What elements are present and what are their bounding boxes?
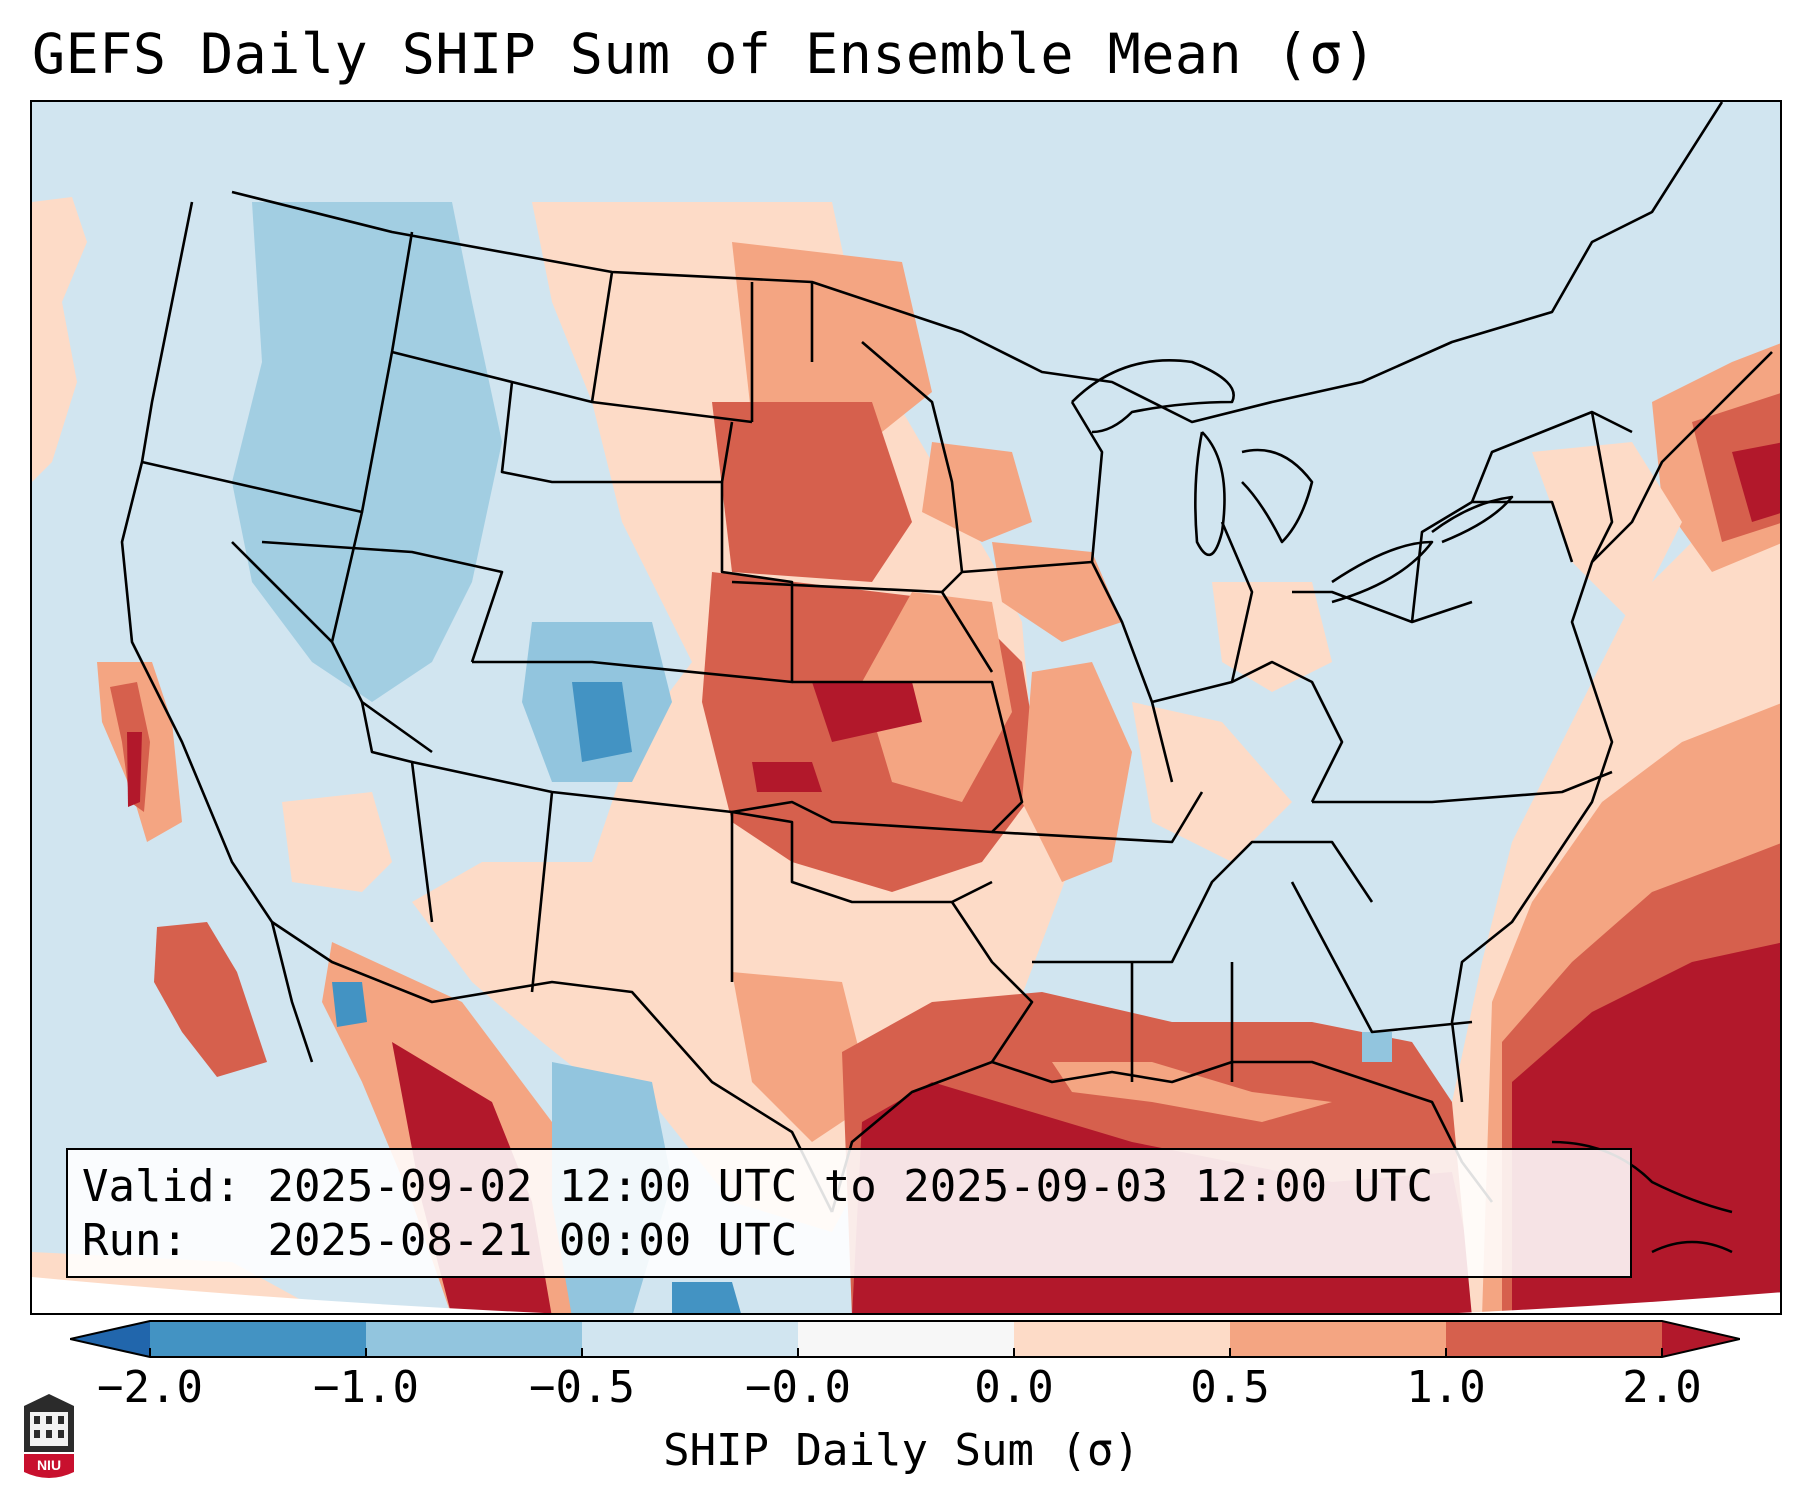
map-title: GEFS Daily SHIP Sum of Ensemble Mean (σ) — [32, 22, 1377, 86]
niu-university-logo-icon: NIU — [24, 1394, 74, 1478]
colorbar-bin-6 — [1230, 1321, 1446, 1357]
valid-time-range: 2025-09-02 12:00 UTC to 2025-09-03 12:00… — [267, 1161, 1434, 1212]
valid-label: Valid: — [82, 1161, 241, 1212]
colorbar — [70, 1320, 1740, 1358]
colorbar-bin-4 — [798, 1321, 1014, 1357]
colorbar-bin-7 — [1446, 1321, 1662, 1357]
colorbar-bin-1 — [150, 1321, 366, 1357]
colorbar-tick-label: −1.0 — [313, 1362, 419, 1413]
colorbar-bin-8 — [1662, 1321, 1740, 1357]
colorbar-bin-3 — [582, 1321, 798, 1357]
logo-text: NIU — [37, 1457, 61, 1473]
state-borders — [120, 102, 1773, 1254]
run-time: 2025-08-21 00:00 UTC — [267, 1215, 798, 1266]
colorbar-label: SHIP Daily Sum (σ) — [663, 1425, 1140, 1476]
colorbar-bin-2 — [366, 1321, 582, 1357]
outside-domain-mask — [32, 1277, 1780, 1313]
colorbar-tick-label: 0.0 — [974, 1362, 1054, 1413]
sigma-field-map — [32, 102, 1780, 1313]
colorbar-tick-label: −2.0 — [97, 1362, 203, 1413]
colorbar-tick-label: −0.0 — [745, 1362, 851, 1413]
run-label: Run: — [82, 1215, 188, 1266]
map-panel — [30, 100, 1782, 1315]
validity-info-box: Valid: 2025-09-02 12:00 UTC to 2025-09-0… — [66, 1148, 1632, 1278]
colorbar-tick-label: 1.0 — [1406, 1362, 1486, 1413]
colorbar-bin-5 — [1014, 1321, 1230, 1357]
colorbar-tick-label: −0.5 — [529, 1362, 635, 1413]
colorbar-bin-0 — [70, 1321, 150, 1357]
colorbar-tick-label: 0.5 — [1190, 1362, 1270, 1413]
colorbar-tick-marks — [149, 1348, 1663, 1357]
colorbar-tick-label: 2.0 — [1622, 1362, 1702, 1413]
